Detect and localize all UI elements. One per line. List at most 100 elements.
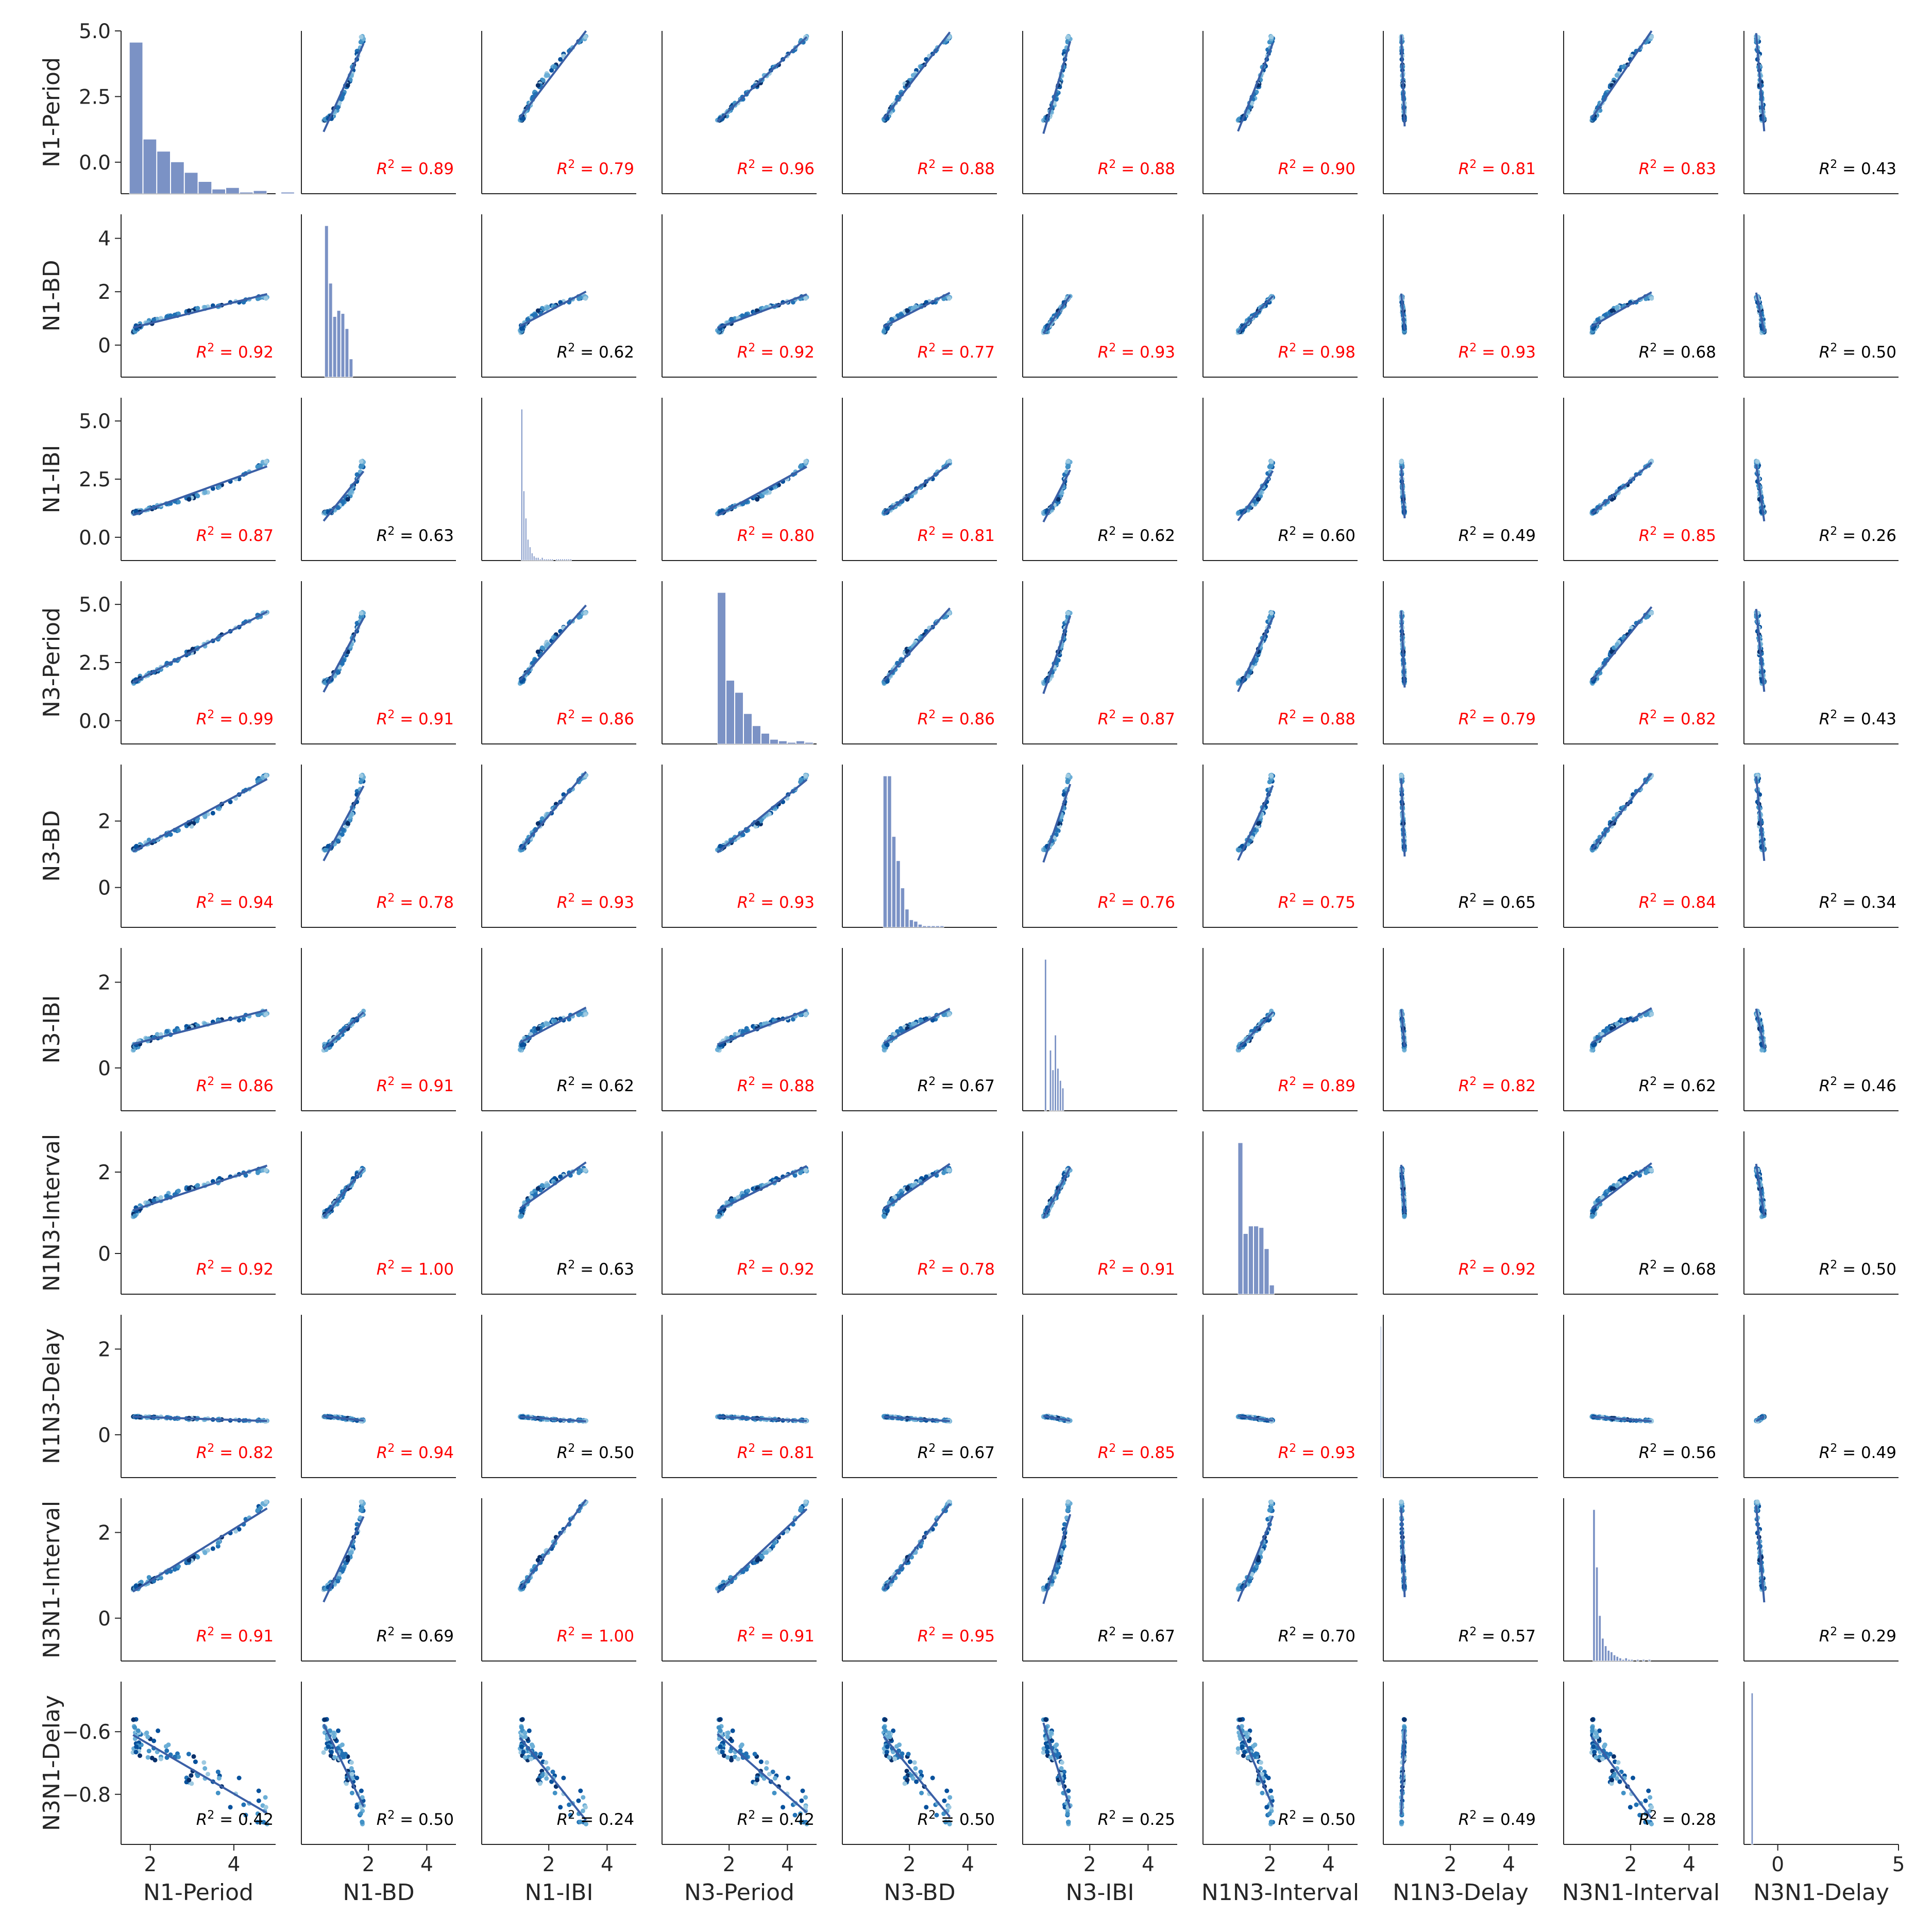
panel-n3-ibi-vs-n1-ibi: R2 = 0.62 — [481, 948, 636, 1111]
histogram-bar — [795, 740, 805, 744]
scatter-point — [1269, 611, 1274, 616]
histogram-bar — [332, 316, 337, 378]
r-squared-label: R2 = 0.93 — [1098, 342, 1175, 362]
panel-n3-ibi-vs-n1n3-delay: R2 = 0.82 — [1383, 948, 1538, 1111]
scatter-point — [552, 64, 557, 70]
histogram-bar — [541, 557, 544, 561]
regression-line — [1042, 615, 1072, 694]
panel-n1-ibi-vs-n1-ibi — [481, 398, 636, 561]
r-squared-label: R2 = 0.91 — [377, 708, 454, 728]
panel-n1-bd-vs-n3-ibi: R2 = 0.93 — [1022, 214, 1177, 378]
histogram-bar — [778, 740, 787, 744]
scatter-point — [210, 810, 215, 816]
r-squared-label: R2 = 0.92 — [196, 342, 274, 362]
r-squared-label: R2 = 0.89 — [377, 158, 454, 178]
histogram-bar — [726, 680, 735, 744]
r-squared-label: R2 = 0.63 — [377, 525, 454, 545]
panel-n3-bd-vs-n1n3-delay: R2 = 0.65 — [1383, 765, 1538, 928]
y-tick-label: 2.5 — [79, 468, 111, 492]
scatter-point — [1591, 326, 1596, 331]
regression-line — [519, 604, 587, 681]
regression-line — [1590, 773, 1653, 851]
regression-line — [132, 611, 268, 684]
r-squared-label: R2 = 0.79 — [1459, 708, 1536, 728]
r-squared-label: R2 = 0.67 — [918, 1075, 995, 1095]
y-tick-label: 0.0 — [79, 151, 111, 175]
histogram-bar — [551, 558, 554, 561]
y-tick-label: 2 — [98, 810, 111, 834]
histogram-bar — [787, 742, 796, 744]
scatter-point — [1269, 35, 1274, 40]
y-tick-label: 0 — [98, 1057, 111, 1080]
regression-line — [883, 463, 951, 515]
scatter-point — [340, 94, 345, 99]
scatter-point — [905, 308, 910, 313]
scatter-point — [1755, 459, 1760, 464]
scatter-point — [885, 116, 890, 121]
histogram-bar — [543, 558, 546, 561]
panel-n3-ibi-vs-n3-ibi — [1022, 948, 1177, 1111]
scatter-point — [1399, 773, 1404, 778]
r-squared-label: R2 = 0.92 — [737, 342, 815, 362]
regression-line — [1042, 41, 1072, 134]
histogram-bar — [328, 283, 333, 378]
r-squared-label: R2 = 0.86 — [196, 1075, 274, 1095]
histogram-bar — [905, 909, 909, 928]
panel-n3-bd-vs-n3-bd — [842, 765, 997, 928]
r-squared-label: R2 = 0.83 — [1639, 158, 1716, 178]
histogram-bar — [560, 558, 562, 561]
r-squared-label: R2 = 0.81 — [918, 525, 995, 545]
panel-n3-ibi-vs-n1n3-interval: R2 = 0.89 — [1202, 948, 1358, 1111]
panel-n1-period-vs-n3-bd: R2 = 0.88 — [842, 31, 997, 194]
histogram-bar — [545, 558, 548, 561]
histogram-bar — [883, 775, 888, 928]
regression-line — [132, 778, 268, 853]
histogram-bar — [1044, 959, 1047, 1111]
y-tick-label: 2.5 — [79, 652, 111, 675]
r-squared-label: R2 = 0.88 — [1278, 708, 1355, 728]
histogram-bar — [522, 490, 525, 561]
r-squared-label: R2 = 0.91 — [377, 1075, 454, 1095]
scatter-point — [885, 326, 890, 331]
panel-n1-period-vs-n1n3-delay: R2 = 0.81 — [1383, 31, 1538, 194]
scatter-point — [187, 497, 192, 502]
panel-n3-period-vs-n3n1-interval: R2 = 0.82 — [1563, 581, 1718, 744]
scatter-point — [1615, 73, 1620, 78]
histogram-bar — [562, 558, 564, 561]
histogram-bar — [529, 547, 531, 561]
scatter-point — [583, 1012, 588, 1017]
scatter-point — [583, 611, 588, 616]
histogram-bar — [253, 190, 267, 194]
scatter-point — [359, 459, 364, 464]
panel-n3-bd-vs-n3-period: R2 = 0.93 — [662, 765, 817, 928]
regression-line — [1042, 295, 1071, 334]
scatter-point — [1615, 304, 1620, 310]
histogram-bar — [735, 692, 743, 744]
y-tick-label: 0 — [98, 334, 111, 358]
histogram-bar — [129, 42, 143, 194]
scatter-point — [1065, 459, 1071, 464]
scatter-point — [359, 35, 364, 40]
scatter-point — [337, 100, 342, 106]
scatter-point — [345, 821, 350, 826]
regression-line — [519, 291, 587, 327]
r-squared-label: R2 = 0.81 — [1459, 158, 1536, 178]
regression-line — [1591, 291, 1652, 328]
histogram-bar — [935, 925, 940, 928]
scatter-point — [263, 296, 268, 301]
regression-line — [1237, 295, 1274, 333]
histogram-bar — [760, 733, 770, 744]
r-squared-label: R2 = 0.98 — [1278, 342, 1355, 362]
r-squared-label: R2 = 0.89 — [1278, 1075, 1355, 1095]
regression-line — [1237, 785, 1274, 861]
r-squared-label: R2 = 0.93 — [557, 892, 634, 912]
scatter-point — [799, 463, 804, 468]
regression-line — [323, 617, 365, 693]
histogram-bar — [527, 539, 529, 561]
r-squared-label: R2 = 0.85 — [1639, 525, 1716, 545]
panel-n1-bd-vs-n1n3-interval: R2 = 0.98 — [1202, 214, 1358, 378]
histogram-bar — [931, 925, 936, 928]
panel-n3-period-vs-n3-bd: R2 = 0.86 — [842, 581, 997, 744]
r-squared-label: R2 = 0.99 — [196, 708, 274, 728]
